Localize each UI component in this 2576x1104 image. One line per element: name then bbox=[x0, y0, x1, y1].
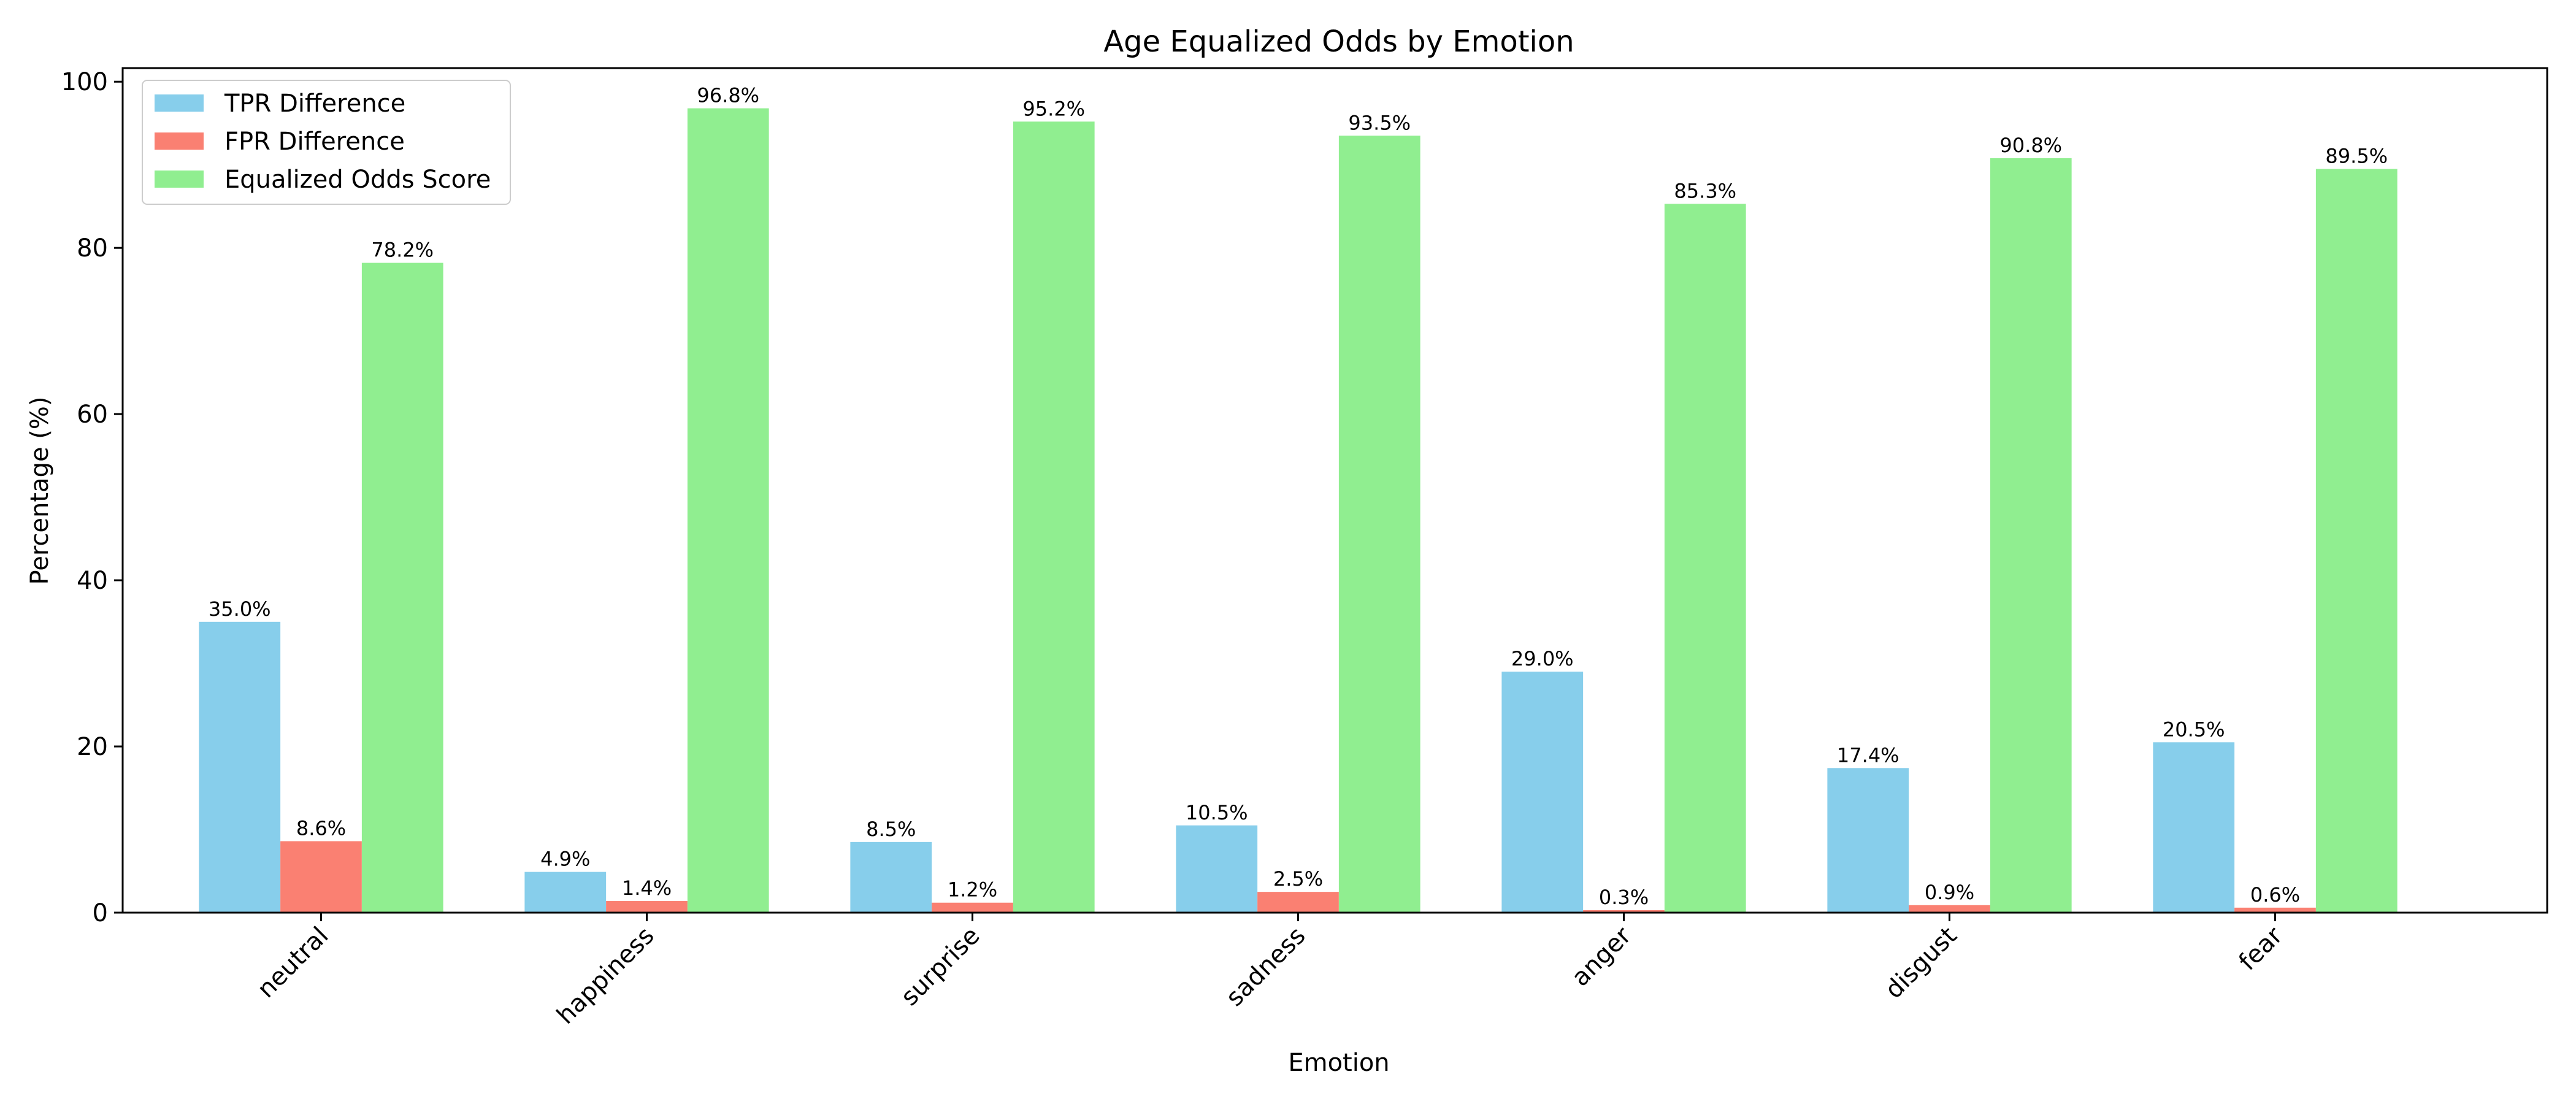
bar-tpr-difference-disgust bbox=[1827, 768, 1909, 913]
y-tick-label: 0 bbox=[93, 899, 108, 927]
bar-equalized-odds-score-fear bbox=[2315, 169, 2398, 913]
bars-layer bbox=[199, 108, 2398, 913]
bar-tpr-difference-sadness bbox=[1176, 825, 1258, 913]
bar-fpr-difference-neutral bbox=[280, 841, 362, 913]
data-label: 96.8% bbox=[697, 84, 759, 107]
bar-fpr-difference-happiness bbox=[606, 901, 688, 913]
bar-equalized-odds-score-sadness bbox=[1338, 136, 1420, 913]
legend-box bbox=[142, 80, 511, 205]
y-axis-title: Percentage (%) bbox=[26, 397, 54, 585]
y-axis: 0 20 40 60 80 100 bbox=[61, 68, 123, 927]
legend-label: FPR Difference bbox=[224, 128, 405, 156]
plot-frame bbox=[121, 67, 2548, 914]
data-label: 29.0% bbox=[1511, 647, 1574, 670]
data-label: 89.5% bbox=[2325, 144, 2388, 167]
legend-label: TPR Difference bbox=[224, 90, 405, 118]
legend-swatch bbox=[155, 132, 204, 150]
bar-fpr-difference-surprise bbox=[932, 902, 1013, 913]
legend: TPR Difference FPR Difference Equalized Od… bbox=[142, 80, 511, 205]
data-label: 2.5% bbox=[1273, 867, 1323, 891]
data-label: 1.4% bbox=[622, 876, 672, 900]
data-label: 78.2% bbox=[371, 239, 434, 262]
y-tick-label: 80 bbox=[77, 234, 108, 263]
data-label: 17.4% bbox=[1837, 743, 1899, 767]
data-label: 93.5% bbox=[1348, 111, 1411, 134]
bar-equalized-odds-score-anger bbox=[1664, 204, 1746, 913]
legend-swatch bbox=[155, 94, 204, 112]
data-label: 8.5% bbox=[866, 818, 916, 841]
bar-fpr-difference-disgust bbox=[1909, 905, 1990, 913]
data-label: 4.9% bbox=[540, 848, 590, 871]
y-tick-label: 40 bbox=[77, 567, 108, 595]
bar-tpr-difference-neutral bbox=[199, 621, 281, 913]
data-label: 0.9% bbox=[1925, 881, 1974, 904]
legend-swatch bbox=[155, 171, 204, 188]
y-tick-label: 100 bbox=[61, 68, 108, 96]
data-label: 85.3% bbox=[1674, 179, 1736, 202]
bar-tpr-difference-happiness bbox=[524, 872, 607, 913]
legend-label: Equalized Odds Score bbox=[224, 166, 491, 194]
bar-tpr-difference-anger bbox=[1501, 672, 1584, 913]
y-tick-label: 60 bbox=[77, 401, 108, 429]
bar-equalized-odds-score-neutral bbox=[361, 263, 443, 913]
data-label: 0.6% bbox=[2250, 883, 2300, 907]
data-label: 35.0% bbox=[209, 597, 271, 621]
data-label: 20.5% bbox=[2163, 718, 2225, 741]
bar-equalized-odds-score-surprise bbox=[1013, 121, 1095, 913]
bar-tpr-difference-fear bbox=[2153, 742, 2235, 913]
data-label: 10.5% bbox=[1186, 801, 1248, 824]
data-label: 8.6% bbox=[296, 816, 346, 840]
chart-title: Age Equalized Odds by Emotion bbox=[1103, 25, 1574, 59]
data-label: 95.2% bbox=[1022, 97, 1085, 120]
data-label: 1.2% bbox=[948, 878, 997, 902]
data-label: 90.8% bbox=[1999, 134, 2062, 157]
y-tick-label: 20 bbox=[77, 733, 108, 761]
x-axis-title: Emotion bbox=[1288, 1049, 1389, 1077]
data-label: 0.3% bbox=[1599, 886, 1649, 909]
data-labels-layer: 35.0% 4.9% 8.5% 10.5% 29.0% 17.4% 20.5% 8.6% 1.4… bbox=[209, 84, 2388, 909]
bar-tpr-difference-surprise bbox=[850, 841, 932, 913]
bar-fpr-difference-anger bbox=[1583, 910, 1665, 913]
bar-fpr-difference-sadness bbox=[1257, 892, 1339, 913]
bar-equalized-odds-score-happiness bbox=[687, 108, 769, 913]
bar-equalized-odds-score-disgust bbox=[1990, 158, 2072, 913]
bar-fpr-difference-fear bbox=[2234, 907, 2316, 913]
